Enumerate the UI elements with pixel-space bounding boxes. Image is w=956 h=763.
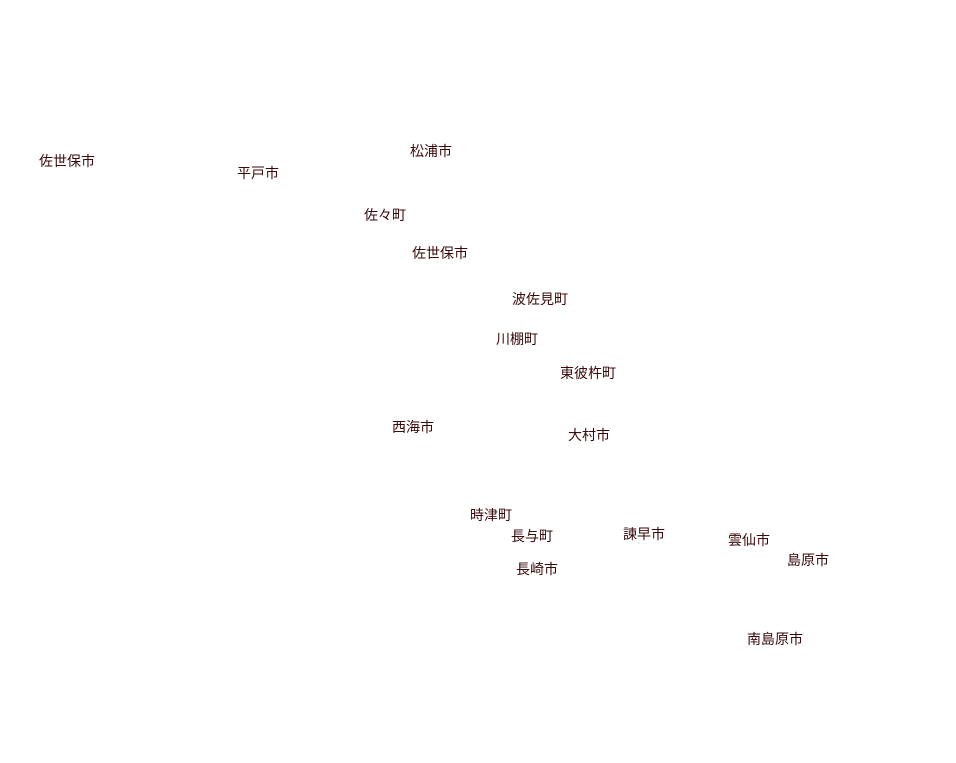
place-label: 南島原市 [747,632,803,648]
place-label: 大村市 [568,428,610,444]
place-label: 波佐見町 [512,292,568,308]
place-label: 長与町 [511,529,553,545]
place-label: 時津町 [470,508,512,524]
place-label: 佐々町 [364,208,406,224]
place-label: 長崎市 [516,562,558,578]
place-label: 平戸市 [237,166,279,182]
place-label: 佐世保市 [412,246,468,262]
place-label: 松浦市 [410,144,452,160]
place-label: 雲仙市 [728,533,770,549]
place-label: 西海市 [392,420,434,436]
place-label: 川棚町 [496,332,538,348]
place-label: 東彼杵町 [560,366,616,382]
place-label: 佐世保市 [39,154,95,170]
place-label: 諫早市 [623,527,665,543]
place-label: 島原市 [787,553,829,569]
